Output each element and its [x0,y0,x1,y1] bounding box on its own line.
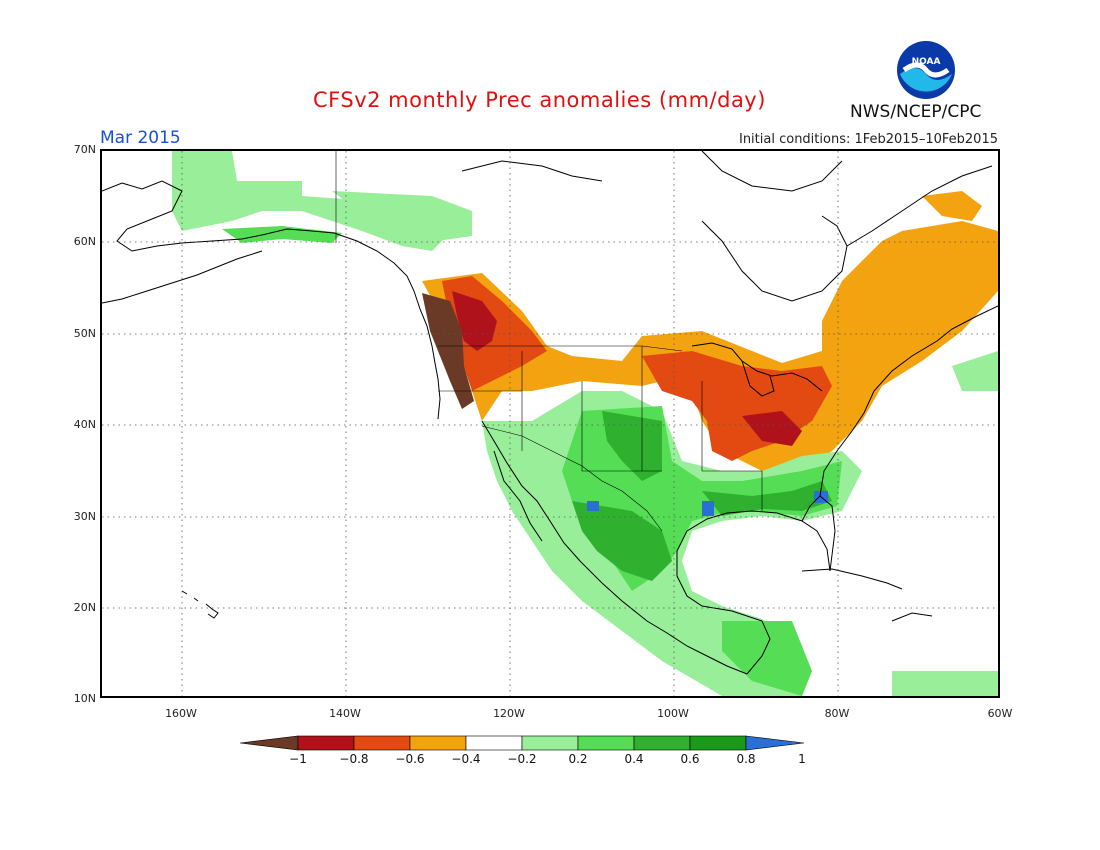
anomaly-region-green [722,621,812,696]
legend-arrow-right [745,735,805,751]
legend-tick-label: 1 [798,752,806,766]
legend-tick-label: 0.8 [736,752,756,766]
color-legend [240,735,805,751]
legend-swatch [465,735,523,751]
anomaly-region-orange [922,191,982,221]
anomaly-region-mid-green [702,481,832,516]
agency-label: NWS/NCEP/CPC [850,102,982,122]
legend-tick-label: −1 [289,752,307,766]
anomaly-region-light-green [172,151,462,251]
lat-label-20n: 20N [73,601,96,614]
lon-label-120w: 120W [493,707,525,720]
legend-swatch [297,735,355,751]
anomaly-region-light-green [892,671,998,696]
anomaly-region-mid-green [602,411,662,481]
anomaly-shading [172,151,998,696]
forecast-month: Mar 2015 [100,128,181,148]
legend-swatch [521,735,579,751]
boundaries [335,151,763,532]
legend-tick-label: 0.6 [680,752,700,766]
legend-arrow-left [240,735,299,751]
lat-label-60n: 60N [73,235,96,248]
legend-swatch [689,735,747,751]
lat-label-50n: 50N [73,327,96,340]
anomaly-region-blue [702,501,714,516]
anomaly-region-light-green [952,351,998,391]
lat-label-30n: 30N [73,510,96,523]
anomaly-region-brown [422,293,474,409]
coastlines [102,151,998,675]
lon-label-100w: 100W [657,707,689,720]
map-panel [100,149,1000,698]
lon-label-140w: 140W [329,707,361,720]
legend-tick-label: −0.2 [507,752,537,766]
lat-label-40n: 40N [73,418,96,431]
anomaly-region-light-green [332,191,472,241]
legend-tick-label: −0.8 [339,752,369,766]
anomaly-region-green [222,226,342,243]
initial-conditions: Initial conditions: 1Feb2015–10Feb2015 [738,132,998,147]
noaa-logo: NOAA [897,41,955,99]
lat-lon-grid [102,151,998,696]
lon-label-80w: 80W [824,707,850,720]
legend-swatch [633,735,691,751]
lat-label-10n: 10N [73,692,96,705]
logo-text: NOAA [912,57,941,67]
anomaly-region-dark-red [452,291,497,351]
legend-tick-label: 0.2 [568,752,588,766]
anomaly-region-dark-red [742,411,802,446]
legend-tick-label: 0.4 [624,752,644,766]
legend-tick-label: −0.4 [451,752,481,766]
anomaly-region-orange [422,221,998,471]
lon-label-160w: 160W [165,707,197,720]
precip-map [102,151,998,696]
legend-swatch [409,735,467,751]
legend-swatch [577,735,635,751]
legend-swatch [353,735,411,751]
chart-title: CFSv2 monthly Prec anomalies (mm/day) [313,88,766,112]
legend-tick-label: −0.6 [395,752,425,766]
anomaly-region-blue [587,501,599,511]
anomaly-region-mid-green [572,501,672,581]
lon-label-60w: 60W [987,707,1013,720]
lat-label-70n: 70N [73,143,96,156]
